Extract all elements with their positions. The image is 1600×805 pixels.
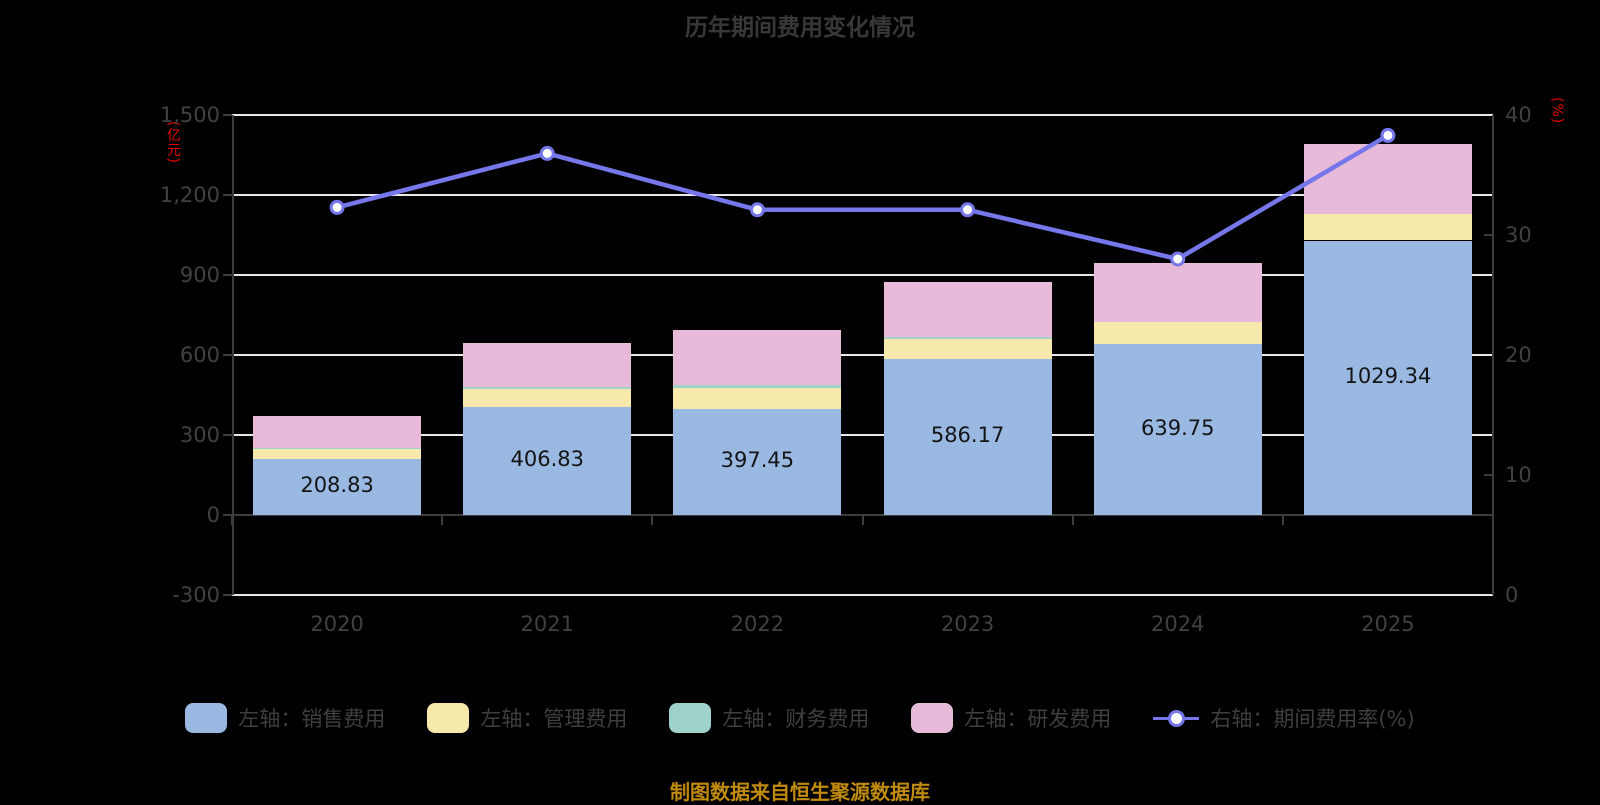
- right-axis-tick: [1484, 234, 1493, 236]
- x-axis-tick: [1492, 515, 1494, 525]
- right-axis-tick-label: 0: [1505, 583, 1519, 607]
- bar-segment: [883, 358, 1052, 515]
- bar-value-label: 1029.34: [1344, 363, 1432, 388]
- bar-segment: [253, 448, 422, 460]
- legend-dot-icon: [1168, 710, 1186, 727]
- right-axis-tick: [1484, 474, 1493, 476]
- gridline: [232, 594, 1493, 596]
- bar-segment: [463, 343, 632, 387]
- legend-item-label: 左轴：财务费用: [722, 707, 870, 731]
- legend-item-label: 右轴：期间费用率(%): [1210, 707, 1415, 731]
- bar-segment: [883, 281, 1052, 337]
- legend-color-swatch: [911, 703, 954, 733]
- x-axis-category-label: 2021: [520, 612, 574, 636]
- bar-segment: [673, 330, 842, 385]
- x-axis-category-label: 2022: [730, 612, 785, 636]
- x-axis-category-label: 2023: [940, 612, 995, 636]
- x-axis-category-label: 2024: [1151, 612, 1205, 636]
- right-axis-tick-label: 20: [1505, 343, 1532, 367]
- bar-segment: [463, 386, 632, 389]
- bar-segment: [1093, 322, 1262, 345]
- bar-segment: [1303, 143, 1472, 214]
- legend-color-swatch: [185, 703, 228, 733]
- x-axis-tick: [1071, 515, 1074, 525]
- rate-line-marker: [960, 202, 976, 218]
- legend-color-swatch: [669, 703, 712, 733]
- left-axis-tick-label: 600: [179, 343, 220, 367]
- left-axis-tick: [223, 114, 232, 116]
- rate-line-marker: [1380, 127, 1396, 143]
- bar-segment: [253, 459, 422, 515]
- x-axis-category-label: 2020: [310, 612, 364, 636]
- rate-line-marker: [329, 199, 345, 215]
- bar-segment: [883, 338, 1052, 359]
- legend-line-marker-icon: [1153, 710, 1200, 727]
- x-axis-tick: [861, 515, 864, 525]
- right-axis-tick-label: 40: [1505, 103, 1532, 127]
- x-axis-category-label: 2025: [1361, 612, 1415, 636]
- legend-color-swatch: [427, 703, 470, 733]
- chart-title: 历年期间费用变化情况: [685, 15, 915, 41]
- bar-segment: [1303, 213, 1472, 241]
- x-axis-tick: [231, 515, 233, 525]
- rate-line-marker: [749, 202, 765, 218]
- rate-line: [336, 133, 1390, 262]
- bar-segment: [673, 387, 842, 409]
- right-axis-tick-label: 10: [1505, 463, 1532, 487]
- left-axis-tick-label: 300: [179, 423, 220, 447]
- bar-value-label: 639.75: [1141, 415, 1215, 440]
- gridline: [232, 434, 1493, 436]
- left-axis-tick: [223, 594, 232, 596]
- left-axis-tick: [223, 274, 232, 276]
- gridline: [232, 274, 1493, 276]
- left-axis-tick-label: 1,500: [159, 103, 220, 127]
- right-axis-tick-label: 30: [1505, 223, 1532, 247]
- right-axis-line: [1492, 115, 1494, 595]
- bar-segment: [883, 336, 1052, 339]
- legend-item[interactable]: 右轴：期间费用率(%): [1153, 703, 1415, 733]
- left-axis-tick: [223, 354, 232, 356]
- left-axis-tick-label: 0: [206, 503, 220, 527]
- left-axis-unit-label: (亿元): [165, 121, 181, 164]
- right-axis-unit-label: (%): [1549, 97, 1565, 125]
- left-axis-tick: [223, 434, 232, 436]
- legend-item[interactable]: 左轴：销售费用: [185, 703, 385, 733]
- bar-value-label: 586.17: [930, 422, 1005, 447]
- bar-value-label: 397.45: [720, 448, 795, 472]
- x-axis-tick: [1281, 515, 1284, 525]
- source-caption: 制图数据来自恒生聚源数据库: [670, 780, 930, 804]
- rate-line-marker: [539, 145, 555, 161]
- bar-segment: [673, 385, 842, 388]
- x-axis-tick: [441, 515, 444, 525]
- left-axis-tick-label: 900: [179, 263, 220, 287]
- legend: 左轴：销售费用 左轴：管理费用 左轴：财务费用 左轴：研发费用 右轴：期间费用率(%): [0, 703, 1600, 733]
- bar-value-label: 208.83: [300, 473, 374, 498]
- bar-segment: [1303, 240, 1472, 515]
- legend-item[interactable]: 左轴：财务费用: [669, 703, 869, 733]
- legend-item[interactable]: 左轴：研发费用: [911, 703, 1111, 733]
- legend-item-label: 左轴：研发费用: [964, 707, 1112, 731]
- bar-segment: [1093, 344, 1262, 515]
- bar-segment: [253, 447, 422, 449]
- legend-item[interactable]: 左轴：管理费用: [427, 703, 627, 733]
- left-axis-tick: [223, 194, 232, 196]
- gridline: [232, 114, 1493, 116]
- bar-segment: [673, 409, 842, 515]
- bar-segment: [1093, 263, 1262, 322]
- left-axis-tick-label: 1,200: [159, 183, 220, 207]
- legend-item-label: 左轴：管理费用: [480, 707, 628, 731]
- left-axis-tick-label: -300: [172, 583, 220, 607]
- bar-segment: [253, 415, 422, 448]
- legend-item-label: 左轴：销售费用: [238, 707, 386, 731]
- left-axis-tick: [223, 514, 232, 516]
- gridline: [232, 354, 1493, 356]
- x-axis-tick: [651, 515, 654, 525]
- bar-segment: [463, 388, 632, 407]
- bar-value-label: 406.83: [510, 446, 584, 471]
- bar-segment: [463, 406, 632, 515]
- left-axis-line: [232, 115, 234, 595]
